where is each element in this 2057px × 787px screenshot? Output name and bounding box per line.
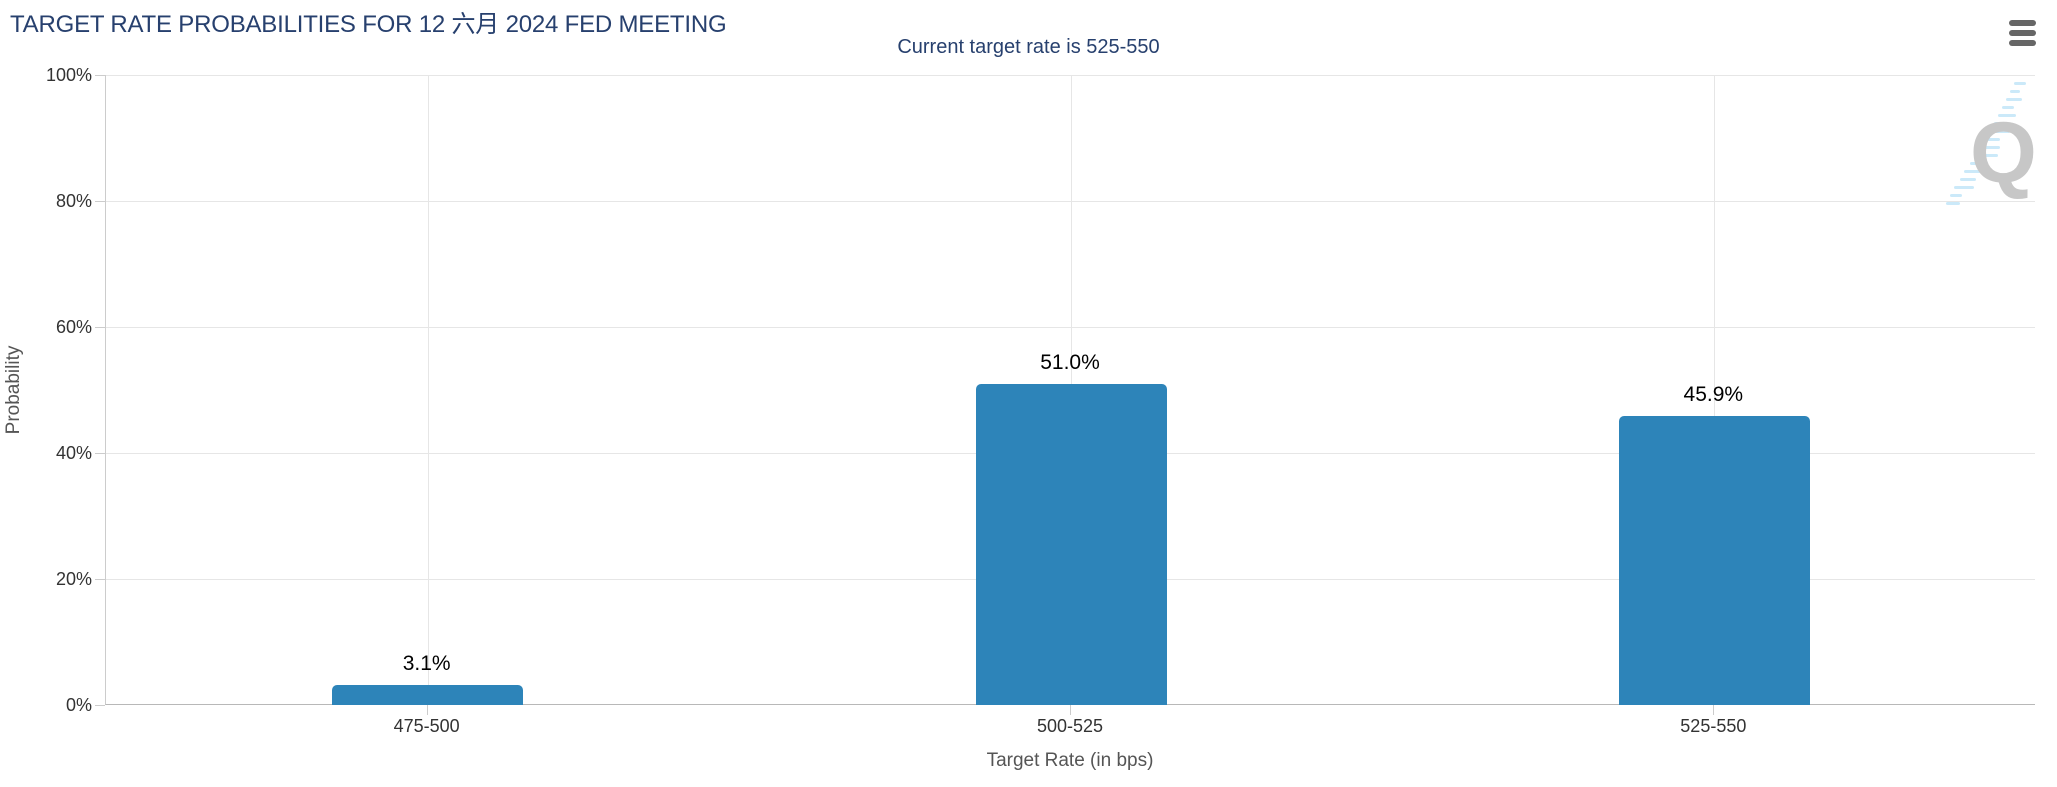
hamburger-menu-icon [2009,20,2036,26]
hamburger-menu-icon [2009,30,2036,36]
chart-context-menu-button[interactable] [2009,18,2041,48]
x-gridline [427,75,429,704]
y-axis-tick [95,453,105,454]
hamburger-menu-icon [2009,40,2036,46]
y-gridline [106,201,2035,202]
y-axis-label: 100% [45,65,92,85]
y-axis-tick [95,705,105,706]
probability-bar-475-500[interactable] [332,685,524,705]
bar-value-label: 51.0% [1040,350,1100,374]
probability-bar-525-550[interactable] [1618,415,1810,705]
y-gridline [106,327,2035,328]
x-axis-label: 525-550 [1680,716,1747,736]
chart-subtitle: Current target rate is 525-550 [897,36,1160,58]
y-axis-tick [95,327,105,328]
x-axis-title: Target Rate (in bps) [986,750,1154,771]
x-axis-tick [1713,705,1715,715]
x-axis-tick [1070,705,1071,715]
x-axis-label: 500-525 [1036,716,1104,736]
y-axis-label: 40% [55,443,92,463]
probability-bar-500-525[interactable] [975,383,1167,705]
y-axis-tick [95,579,105,580]
y-gridline [106,75,2035,76]
plot-area [105,75,2035,705]
y-axis-label: 0% [65,695,92,715]
chart-title: TARGET RATE PROBABILITIES FOR 12 六月 2024… [10,11,727,38]
y-axis-tick [95,201,105,202]
y-axis-title: Probability [3,345,24,435]
y-axis-tick [95,75,105,76]
y-axis-label: 80% [55,191,92,211]
x-axis-tick [426,705,428,715]
x-gridline [1714,75,1716,704]
x-axis-label: 475-500 [393,716,460,736]
bar-value-label: 45.9% [1683,382,1744,406]
y-axis-label: 20% [55,569,92,589]
bar-value-label: 3.1% [402,652,451,676]
y-axis-label: 60% [55,317,92,337]
